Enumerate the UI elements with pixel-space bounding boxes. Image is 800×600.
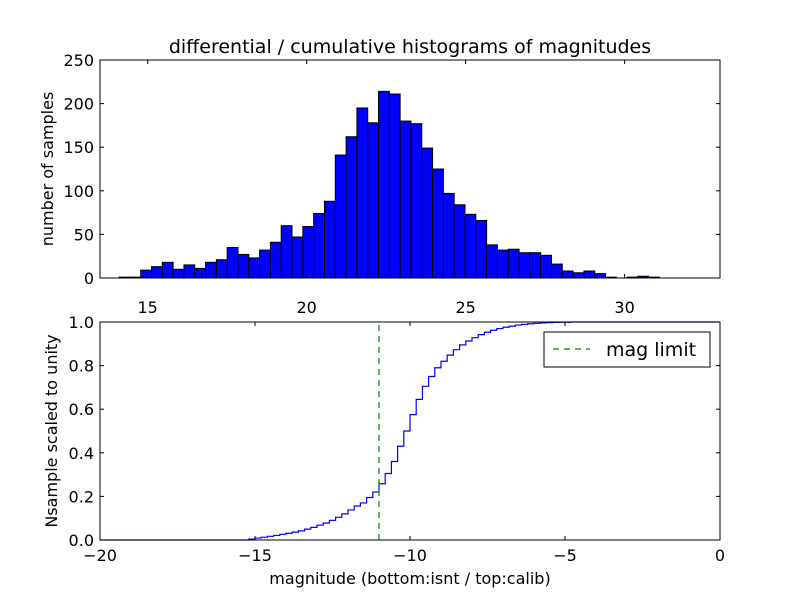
histogram-bar: [248, 257, 261, 279]
histogram-bar: [334, 154, 347, 279]
histogram-bar: [291, 236, 304, 279]
top-y-tick-label: 50: [74, 225, 94, 244]
bottom-y-tick-label: 0.0: [69, 531, 94, 550]
top-y-tick-label: 150: [63, 138, 94, 157]
histogram-bar: [161, 261, 174, 279]
histogram-bar: [550, 263, 563, 279]
bottom-y-tick-label: 0.4: [69, 444, 94, 463]
top-y-tick-label: 250: [63, 51, 94, 70]
bottom-x-tick-label: −20: [83, 546, 117, 565]
histogram-bar: [540, 254, 552, 279]
histogram-bar: [410, 123, 423, 279]
chart-title: differential / cumulative histograms of …: [169, 36, 651, 58]
histogram-bar: [518, 252, 531, 279]
top-x-tick-label: 15: [138, 298, 158, 317]
bottom-x-tick-label: −15: [238, 546, 272, 565]
bottom-y-axis-label: Nsample scaled to unity: [42, 334, 61, 527]
histogram-bar: [594, 273, 607, 279]
histogram-bar: [183, 264, 196, 279]
top-plot-frame: [99, 59, 721, 279]
histogram-bar: [172, 268, 185, 279]
histogram-bar: [151, 266, 163, 279]
histogram-bar: [323, 200, 336, 279]
histogram-bar: [226, 246, 239, 279]
histogram-bar: [486, 244, 498, 279]
histogram-bar: [194, 267, 207, 279]
histogram-bar: [442, 192, 455, 279]
histogram-bar: [399, 120, 412, 279]
top-x-tick-label: 25: [455, 298, 475, 317]
histogram-bar: [205, 261, 217, 279]
histogram-bar: [280, 225, 293, 279]
bottom-plot-frame: [99, 321, 721, 541]
histogram-bar: [215, 259, 228, 279]
histogram-bar: [529, 252, 542, 279]
top-y-tick-label: 200: [63, 95, 94, 114]
bottom-y-tick-label: 0.6: [69, 400, 94, 419]
histogram-bar: [432, 168, 444, 279]
bottom-y-tick-label: 0.8: [69, 357, 94, 376]
legend-box: [543, 331, 711, 368]
histogram-bar: [561, 270, 574, 279]
legend: mag limit: [543, 331, 711, 368]
top-y-axis-label: number of samples: [38, 92, 57, 247]
histogram-bar: [583, 270, 596, 279]
top-axis-ticks: 15 20 25 30 0 50 100 150 200 250: [63, 51, 720, 317]
histogram-bar: [259, 249, 271, 279]
top-y-tick-label: 0: [84, 269, 94, 288]
bottom-x-tick-label: −10: [393, 546, 427, 565]
histogram-bar: [356, 107, 369, 279]
histogram-bar: [378, 90, 390, 279]
legend-mag-limit-label: mag limit: [606, 339, 696, 361]
histogram-bar: [453, 204, 466, 279]
histogram-bar: [302, 226, 315, 279]
bottom-lines: [100, 321, 720, 541]
histogram-bar: [475, 219, 488, 279]
histogram-bar: [388, 93, 401, 279]
histogram-bar: [367, 122, 380, 279]
histogram-bar: [313, 212, 325, 279]
bottom-x-tick-label: 0: [715, 546, 725, 565]
bottom-x-axis-label: magnitude (bottom:isnt / top:calib): [269, 569, 550, 588]
histogram-bar: [237, 253, 250, 279]
top-x-tick-label: 30: [614, 298, 634, 317]
top-y-tick-label: 100: [63, 182, 94, 201]
histogram-bar: [345, 136, 358, 279]
bottom-y-tick-label: 0.2: [69, 487, 94, 506]
bottom-x-tick-label: −5: [553, 546, 577, 565]
histogram-bar: [572, 272, 585, 279]
histogram-bar: [421, 147, 434, 279]
cumulative-step-line: [100, 321, 720, 541]
top-histogram-bars: [118, 90, 661, 279]
top-x-tick-label: 20: [296, 298, 316, 317]
histogram-bar: [140, 269, 153, 279]
histogram-bar: [496, 249, 509, 279]
histogram-bar: [269, 241, 282, 279]
histogram-bar: [464, 213, 477, 279]
histogram-bar: [507, 248, 520, 279]
bottom-axis-ticks: −20 −15 −10 −5 0 0.0 0.2 0.4 0.6 0.8 1.0: [69, 313, 726, 565]
bottom-y-tick-label: 1.0: [69, 313, 94, 332]
